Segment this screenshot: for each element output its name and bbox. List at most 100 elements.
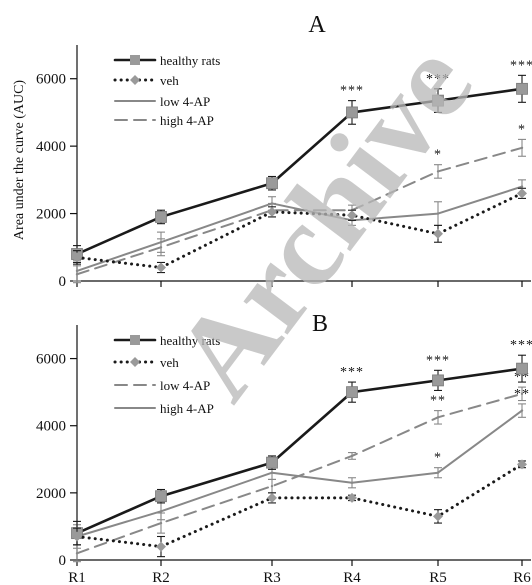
significance-mark: *: [434, 148, 442, 163]
data-point: [436, 212, 440, 215]
significance-mark: ***: [510, 58, 532, 73]
data-point: [266, 177, 278, 190]
data-point: [517, 188, 527, 199]
y-tick-label: 4000: [36, 139, 66, 155]
series-line: [76, 392, 523, 555]
legend-label: veh: [160, 355, 179, 370]
series-line: [76, 409, 523, 538]
series-low-4-ap: ** **: [73, 370, 529, 563]
series-line: [75, 87, 524, 256]
panel-title: A: [308, 12, 326, 38]
y-axis-label: Area under the curve (AUC): [12, 80, 27, 240]
series-veh: [72, 187, 527, 274]
data-point: [347, 492, 357, 503]
data-point: [433, 511, 443, 522]
legend-label: veh: [160, 73, 179, 88]
y-tick-label: 6000: [36, 72, 66, 88]
data-point: [159, 510, 163, 513]
data-point: [436, 471, 440, 474]
series-line: [76, 185, 523, 272]
legend-marker: [130, 55, 140, 65]
data-point: [267, 492, 277, 503]
data-point: [516, 362, 528, 375]
significance-mark: ***: [340, 365, 364, 380]
panel-title: B: [312, 311, 328, 337]
legend-label: high 4-AP: [160, 113, 214, 128]
legend-entry: high 4-AP: [114, 401, 214, 416]
y-tick-label: 6000: [36, 352, 66, 368]
significance-mark: **: [430, 394, 446, 409]
x-tick-labels: R1 R2 R3 R4 R5 R6: [68, 570, 531, 585]
data-point: [72, 252, 82, 263]
y-tick-label: 4000: [36, 419, 66, 435]
significance-mark: ***: [340, 84, 364, 99]
legend-marker: [130, 75, 140, 85]
data-point: [155, 211, 167, 223]
series-high-4-ap: ***: [73, 387, 530, 549]
data-point: [270, 471, 274, 474]
data-point: [520, 146, 524, 150]
series-line: [75, 367, 524, 535]
legend-entry: high 4-AP: [114, 113, 214, 128]
data-point: [159, 246, 163, 249]
significance-mark: ***: [426, 353, 450, 368]
data-point: [155, 490, 167, 503]
legend-entry: healthy rats: [113, 53, 220, 68]
legend-entry: veh: [113, 73, 179, 88]
series-line: [75, 462, 524, 549]
data-point: [72, 531, 82, 542]
significance-mark: ***: [426, 72, 450, 87]
legend-marker: [130, 357, 140, 367]
legend-entry: veh: [113, 355, 179, 370]
legend-entry: low 4-AP: [114, 94, 210, 109]
data-point: [516, 82, 528, 95]
data-point: [350, 481, 354, 484]
legend-label: healthy rats: [160, 53, 220, 68]
legend-marker: [130, 335, 140, 345]
data-point: [350, 454, 354, 458]
legend-entry: low 4-AP: [114, 378, 210, 393]
data-point: [159, 521, 163, 525]
x-tick-label: R2: [152, 570, 170, 585]
legend-entry: healthy rats: [113, 333, 220, 348]
significance-mark: **: [514, 387, 530, 402]
legend-label: healthy rats: [160, 333, 220, 348]
data-point: [433, 228, 443, 239]
data-point: [520, 392, 524, 396]
y-tick-label: 2000: [36, 486, 66, 502]
x-tick-label: R4: [343, 570, 361, 585]
series-line: [75, 191, 524, 270]
series-healthy-rats: *** *** ***: [71, 58, 532, 264]
legend-label: low 4-AP: [160, 94, 210, 109]
data-point: [520, 185, 524, 188]
series-healthy-rats: *********: [71, 338, 532, 546]
data-point: [75, 273, 79, 276]
data-point: [267, 206, 277, 217]
data-point: [520, 409, 524, 412]
data-point: [75, 552, 79, 555]
x-tick-label: R6: [513, 570, 531, 585]
data-point: [346, 106, 358, 119]
legend-label: high 4-AP: [160, 401, 214, 416]
data-point: [156, 541, 166, 552]
significance-mark: *: [434, 451, 442, 466]
x-tick-label: R5: [429, 570, 447, 585]
significance-mark: *: [518, 122, 526, 137]
y-tick-label: 2000: [36, 207, 66, 223]
legend-label: low 4-AP: [160, 378, 210, 393]
data-point: [436, 170, 440, 173]
data-point: [517, 459, 527, 470]
series-veh: [72, 459, 527, 558]
data-point: [156, 262, 166, 273]
significance-mark: ***: [510, 338, 532, 353]
data-point: [346, 386, 358, 399]
data-point: [347, 210, 357, 221]
data-point: [266, 456, 278, 469]
x-tick-label: R3: [263, 570, 281, 585]
data-point: [270, 484, 274, 488]
data-point: [432, 94, 444, 107]
y-tick-label: 0: [59, 274, 67, 290]
